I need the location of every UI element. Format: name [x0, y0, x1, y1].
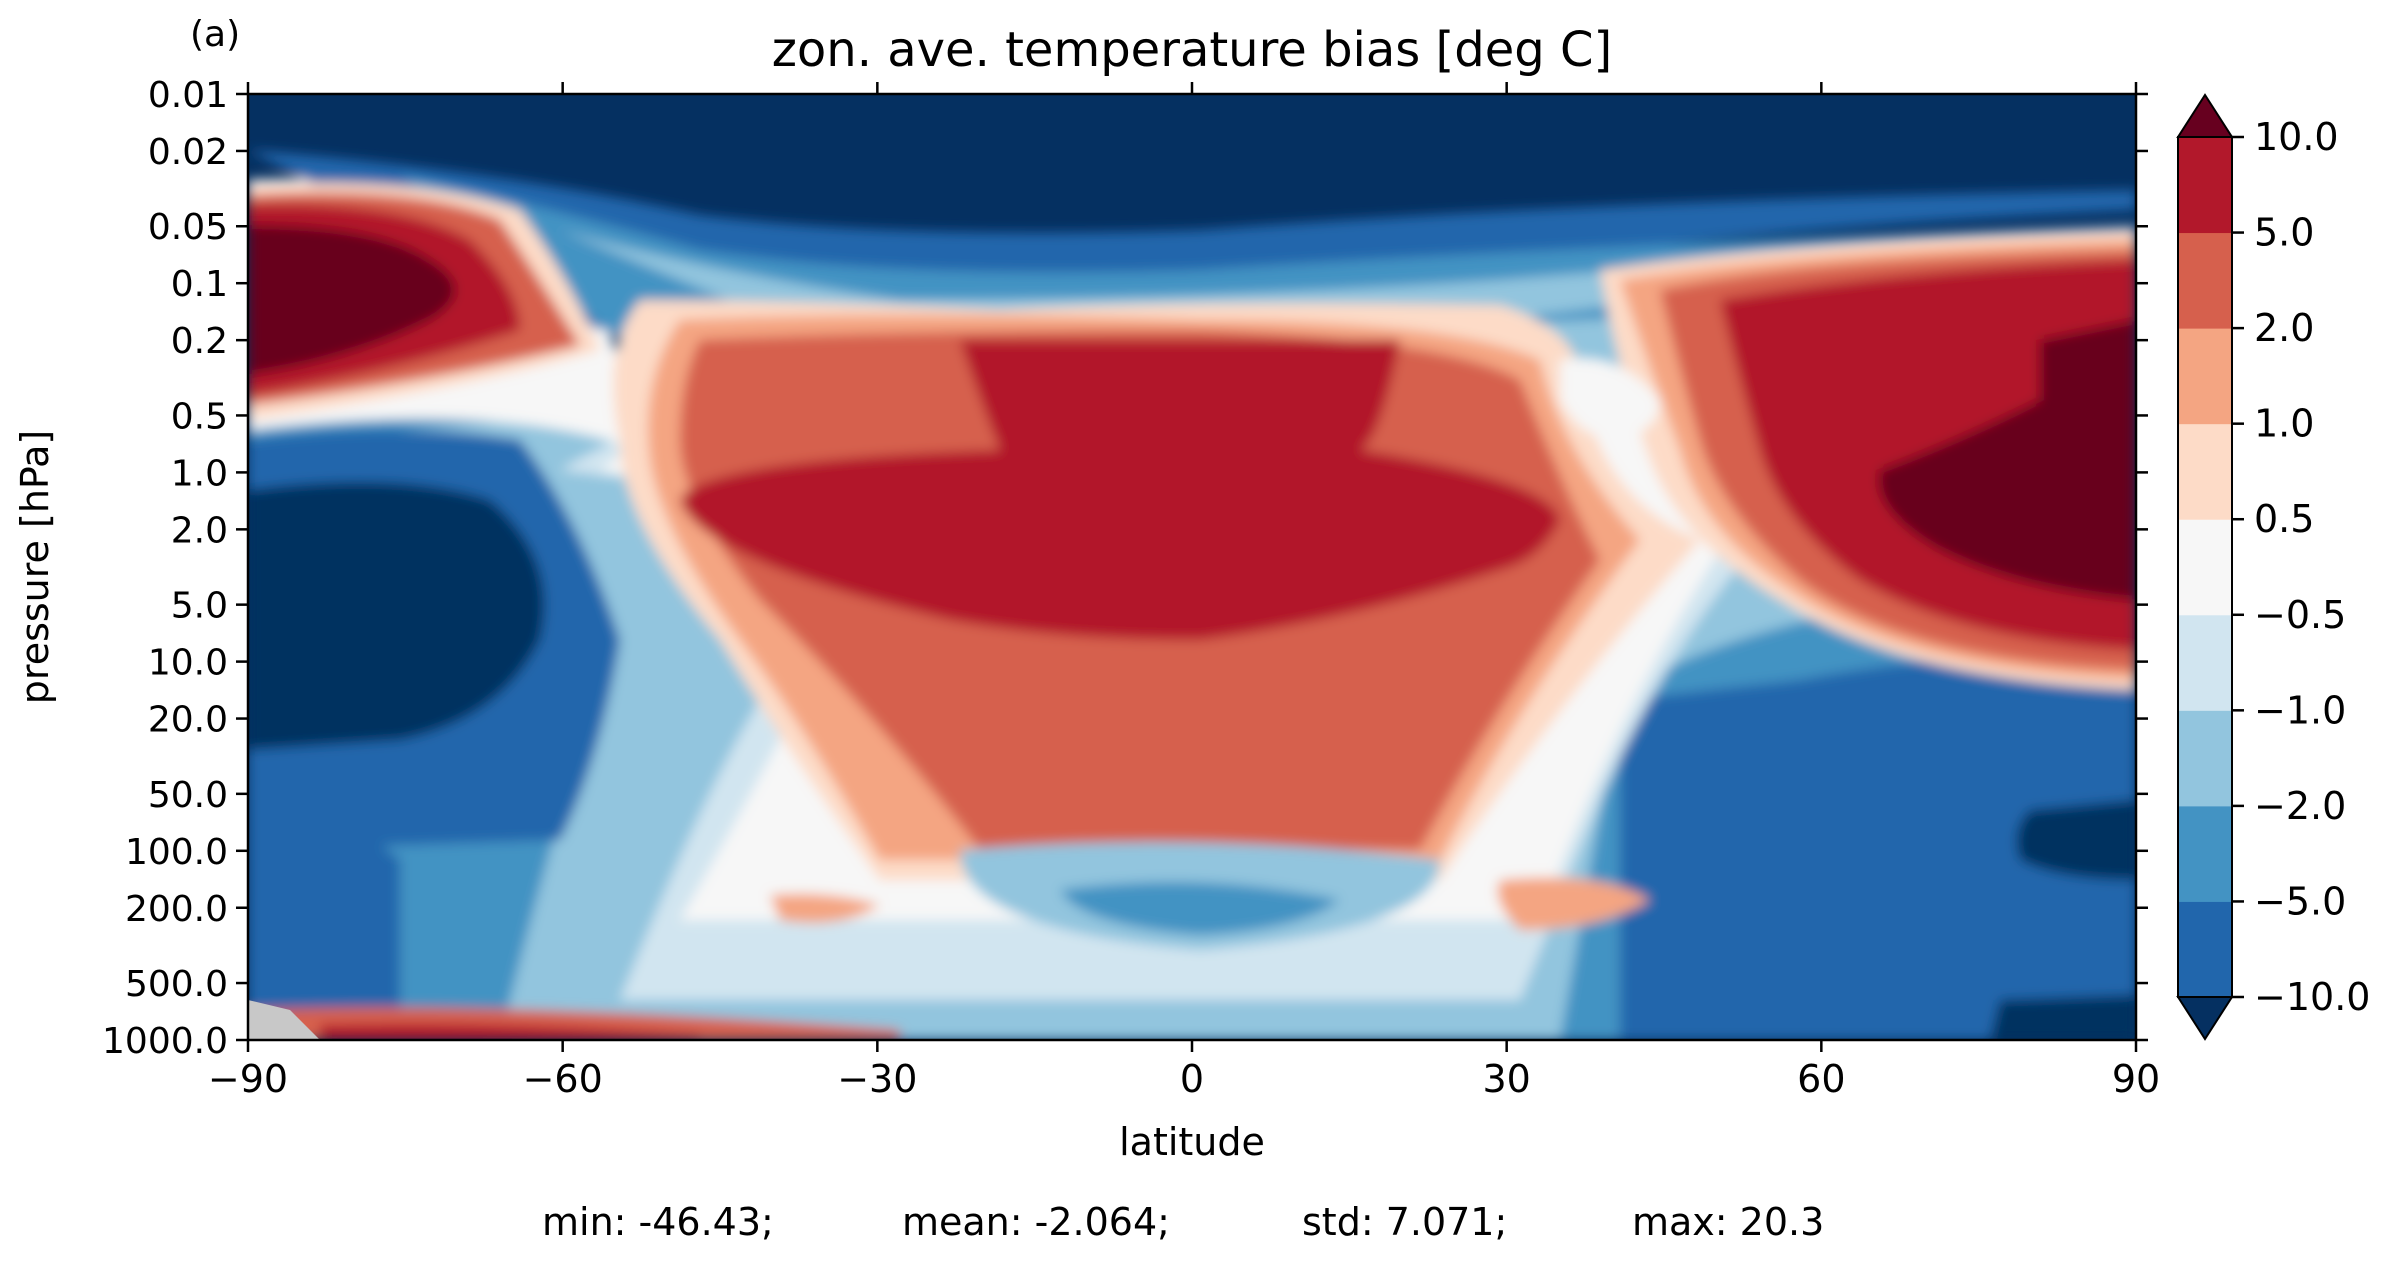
colorbar-tick-label: −2.0 — [2254, 784, 2346, 828]
stats-line: min: -46.43; mean: -2.064; std: 7.071; m… — [0, 1200, 2397, 1256]
y-tick-label: 10.0 — [148, 643, 228, 684]
y-tick-label: 100.0 — [125, 832, 228, 873]
colorbar-segment — [2178, 423, 2232, 520]
contour-region — [680, 340, 1560, 640]
x-tick-label: 60 — [1797, 1057, 1845, 1101]
missing-data-region — [248, 1000, 320, 1040]
colorbar-tick-label: 5.0 — [2254, 211, 2314, 255]
y-axis-label: pressure [hPa] — [13, 430, 57, 704]
chart-title: zon. ave. temperature bias [deg C] — [772, 22, 1613, 78]
x-axis-label: latitude — [1119, 1120, 1265, 1164]
x-tick-label: 90 — [2112, 1057, 2160, 1101]
contour-region — [248, 225, 455, 375]
colorbar-tick-label: 2.0 — [2254, 306, 2314, 350]
colorbar-segment — [2178, 901, 2232, 998]
y-tick-label: 1000.0 — [102, 1021, 228, 1062]
y-tick-label: 0.5 — [171, 396, 228, 437]
colorbar-tick-label: −10.0 — [2254, 975, 2370, 1019]
stat-min: min: -46.43; — [542, 1200, 774, 1244]
y-tick-label: 500.0 — [125, 964, 228, 1005]
contour-region — [320, 1023, 700, 1040]
contour-region — [2016, 800, 2136, 880]
contour-region — [1680, 700, 2136, 1040]
colorbar-extend-max — [2176, 93, 2234, 138]
stat-mean: mean: -2.064; — [902, 1200, 1170, 1244]
y-tick-label: 0.05 — [148, 207, 228, 248]
colorbar-tick-label: −0.5 — [2254, 593, 2346, 637]
contour-region — [560, 230, 2136, 330]
contour-region — [1560, 358, 1660, 440]
colorbar: 10.0 5.0 2.0 1.0 0.5 −0.5 −1.0 −2.0 −5.0 −10.0 — [2176, 93, 2370, 1041]
y-tick-label: 2.0 — [171, 510, 228, 551]
contour-field — [248, 94, 2136, 1040]
contour-region — [770, 893, 880, 923]
colorbar-segment — [2178, 614, 2232, 711]
y-tick-label: 0.01 — [148, 75, 228, 116]
x-axis: −90 −60 −30 0 30 60 90 — [208, 82, 2160, 1101]
colorbar-tick-label: −1.0 — [2254, 688, 2346, 732]
y-axis: 0.01 0.02 0.05 0.1 0.2 0.5 1.0 2.0 5.0 10.0 20.0 50… — [102, 75, 2148, 1062]
colorbar-segment — [2178, 328, 2232, 425]
x-tick-label: −30 — [837, 1057, 917, 1101]
y-tick-label: 1.0 — [171, 453, 228, 494]
stat-max: max: 20.3 — [1632, 1200, 1825, 1244]
x-tick-label: 0 — [1180, 1057, 1204, 1101]
colorbar-segment — [2178, 710, 2232, 807]
colorbar-segment — [2178, 137, 2232, 234]
colorbar-tick-label: 10.0 — [2254, 115, 2339, 159]
x-tick-label: −90 — [208, 1057, 288, 1101]
y-tick-label: 0.2 — [171, 321, 228, 362]
contour-region — [1497, 877, 1650, 930]
panel-label: (a) — [190, 14, 240, 55]
colorbar-tick-label: 0.5 — [2254, 497, 2314, 541]
colorbar-tick-label: 1.0 — [2254, 402, 2314, 446]
y-tick-label: 0.1 — [171, 264, 228, 305]
colorbar-segment — [2178, 805, 2232, 902]
stat-std: std: 7.071; — [1302, 1200, 1508, 1244]
y-tick-label: 0.02 — [148, 132, 228, 173]
x-tick-label: −60 — [523, 1057, 603, 1101]
y-tick-label: 50.0 — [148, 775, 228, 816]
contour-region — [1878, 320, 2136, 600]
colorbar-tick-label: −5.0 — [2254, 879, 2346, 923]
colorbar-frame — [2177, 136, 2233, 998]
y-tick-label: 200.0 — [125, 889, 228, 930]
contour-region — [1990, 995, 2136, 1040]
y-tick-label: 20.0 — [148, 700, 228, 741]
y-tick-label: 5.0 — [171, 586, 228, 627]
x-tick-label: 30 — [1482, 1057, 1530, 1101]
colorbar-segment — [2178, 519, 2232, 616]
contour-region — [1060, 882, 1340, 935]
colorbar-segment — [2178, 232, 2232, 329]
colorbar-extend-min — [2176, 996, 2234, 1041]
contour-region — [248, 482, 545, 750]
